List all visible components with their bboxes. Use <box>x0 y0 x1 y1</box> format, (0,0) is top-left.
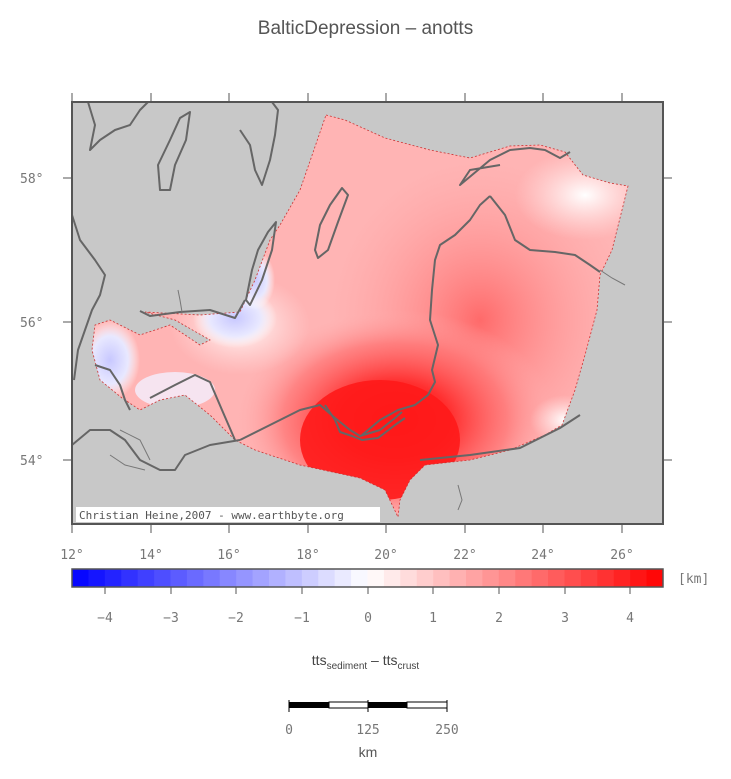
colorbar-cell <box>252 569 270 587</box>
colorbar-cell <box>301 569 319 587</box>
scale-label-0: 0 <box>285 723 293 738</box>
colorbar-cell <box>449 569 467 587</box>
colorbar-cell <box>121 569 139 587</box>
colorbar-cell <box>531 569 549 587</box>
scale-bar <box>288 700 448 712</box>
credit-box <box>76 507 380 522</box>
colorbar-label: −4 <box>97 611 113 626</box>
coastlines <box>71 101 601 471</box>
colorbar-cell <box>515 569 533 587</box>
colorbar <box>72 569 664 587</box>
map-frame <box>71 101 664 525</box>
colorbar-cell <box>334 569 352 587</box>
colorbar-cell <box>416 569 434 587</box>
scale-label-250: 250 <box>435 723 458 738</box>
rivers <box>109 269 626 511</box>
colorbar-cell <box>630 569 648 587</box>
colorbar-cell <box>186 569 204 587</box>
colorbar-label: 0 <box>364 611 372 626</box>
lon-label-22: 22° <box>453 548 476 563</box>
scale-unit: km <box>359 744 378 760</box>
quantity-a: tts <box>311 652 327 668</box>
map-ticks <box>63 93 672 533</box>
colorbar-cell <box>72 569 89 587</box>
colorbar-cell <box>236 569 254 587</box>
colorbar-cell <box>466 569 483 587</box>
lat-label-54: 54° <box>20 454 43 469</box>
colorbar-cell <box>318 569 336 587</box>
quantity-sep: – <box>367 652 383 668</box>
colorbar-label: 4 <box>626 611 634 626</box>
colorbar-label: −2 <box>228 611 244 626</box>
colorbar-cell <box>646 569 664 587</box>
basin-outline <box>91 114 629 519</box>
colorbar-cell <box>269 569 286 587</box>
colorbar-cell <box>137 569 155 587</box>
quantity-label: ttssediment – ttscrust <box>0 652 731 672</box>
colorbar-cell <box>285 569 303 587</box>
colorbar-label: 3 <box>561 611 569 626</box>
lat-label-56: 56° <box>20 316 43 331</box>
colorbar-cell <box>597 569 615 587</box>
lon-label-12: 12° <box>60 548 83 563</box>
colorbar-cell <box>104 569 122 587</box>
credit-text: Christian Heine,2007 - www.earthbyte.org <box>79 509 344 522</box>
colorbar-label: 2 <box>495 611 503 626</box>
colorbar-ticks <box>104 587 631 594</box>
colorbar-cell <box>613 569 631 587</box>
colorbar-cell <box>580 569 598 587</box>
lon-label-24: 24° <box>531 548 554 563</box>
quantity-b: tts <box>382 652 398 668</box>
colorbar-label: 1 <box>429 611 437 626</box>
colorbar-cell <box>203 569 221 587</box>
lon-label-20: 20° <box>374 548 397 563</box>
lon-label-26: 26° <box>610 548 633 563</box>
colorbar-cell <box>498 569 516 587</box>
colorbar-cell <box>367 569 385 587</box>
colorbar-cell <box>433 569 451 587</box>
colorbar-cell <box>482 569 500 587</box>
colorbar-cell <box>219 569 237 587</box>
quantity-a-sub: sediment <box>326 660 368 672</box>
colorbar-cell <box>400 569 418 587</box>
lon-label-16: 16° <box>217 548 240 563</box>
colorbar-cell <box>564 569 582 587</box>
colorbar-cell <box>154 569 171 587</box>
colorbar-cell <box>548 569 565 587</box>
colorbar-cell <box>88 569 106 587</box>
colorbar-cell <box>351 569 368 587</box>
colorbar-label: −1 <box>294 611 310 626</box>
lon-label-14: 14° <box>139 548 162 563</box>
colorbar-cell <box>170 569 188 587</box>
lat-label-58: 58° <box>20 172 43 187</box>
map-title: BalticDepression – anotts <box>257 18 474 39</box>
quantity-b-sub: crust <box>397 660 420 672</box>
colorbar-unit: [km] <box>678 572 709 587</box>
lon-label-18: 18° <box>296 548 319 563</box>
scale-label-125: 125 <box>356 723 379 738</box>
colorbar-label: −3 <box>163 611 179 626</box>
colorbar-cell <box>383 569 401 587</box>
